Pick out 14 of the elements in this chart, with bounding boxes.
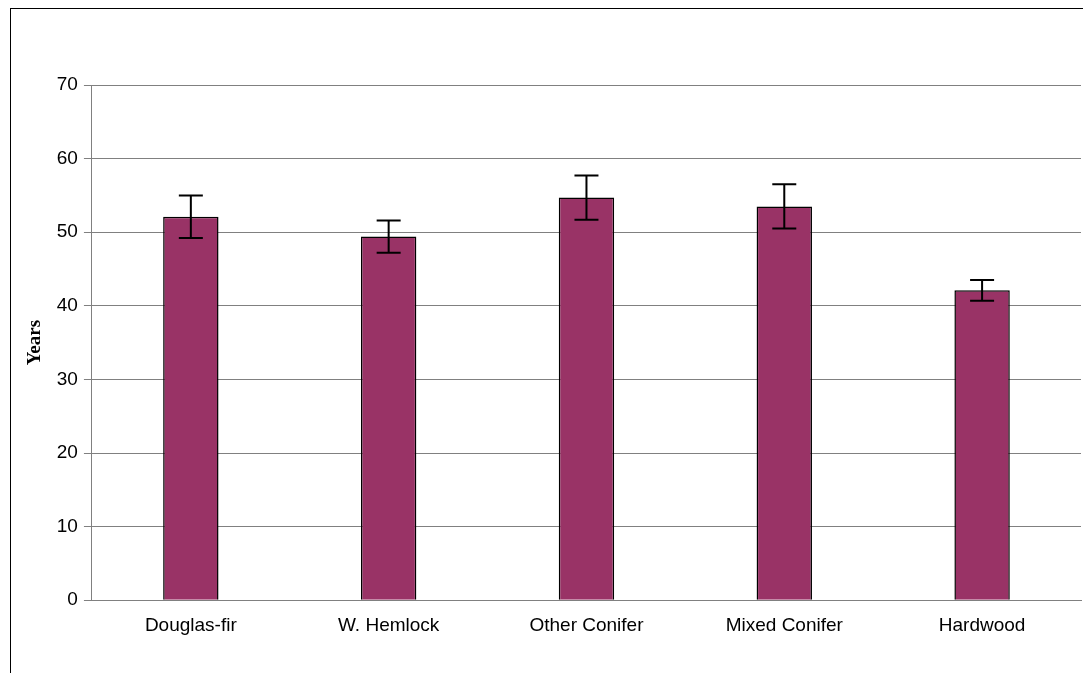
y-tick-label: 50 [56, 220, 78, 242]
x-tick-label: Hardwood [938, 613, 1026, 635]
y-tick-label: 70 [56, 73, 78, 95]
y-tick-label: 30 [56, 367, 78, 389]
x-tick-label: Mixed Conifer [725, 613, 844, 635]
y-axis-title: Years [23, 319, 45, 366]
y-tick-label: 60 [56, 146, 78, 168]
x-tick-label: W. Hemlock [337, 613, 440, 635]
y-tick-label: 40 [56, 294, 78, 316]
x-tick-label: Douglas-fir [144, 613, 238, 635]
y-tick-label: 0 [67, 588, 78, 610]
y-tick-label: 20 [56, 441, 78, 463]
y-tick-label: 10 [56, 514, 78, 536]
x-tick-label: Other Conifer [529, 613, 645, 635]
